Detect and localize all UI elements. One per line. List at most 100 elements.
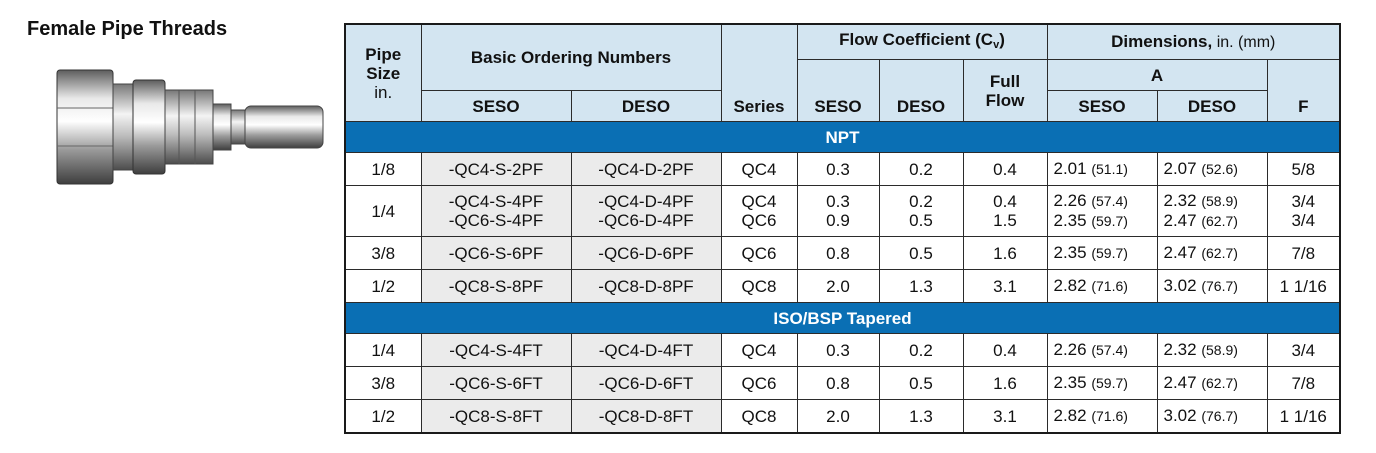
- cell-line: -QC6-D-6FT: [598, 373, 694, 393]
- series-cell: QC8: [720, 399, 798, 434]
- a-deso-cell: 2.47 (62.7): [1156, 366, 1268, 400]
- a-deso-cell: 3.02 (76.7): [1156, 269, 1268, 303]
- a-deso-cell: 2.47 (62.7): [1156, 236, 1268, 270]
- full-flow-cell: 0.4 1.5: [962, 185, 1048, 237]
- cell-line: -QC4-S-4PF: [448, 192, 544, 211]
- pipe-size-header: Pipe Size in.: [344, 23, 422, 122]
- a-seso-cell: 2.35 (59.7): [1046, 236, 1158, 270]
- cell-line: -QC8-S-8FT: [449, 406, 543, 426]
- ordering-seso-cell: -QC8-S-8PF: [420, 269, 572, 303]
- cell-line: QC8: [741, 276, 777, 296]
- cell-line: 0.8: [826, 243, 850, 263]
- inch-value: 2.26: [1053, 340, 1087, 359]
- cell-line: 2.82 (71.6): [1054, 406, 1153, 426]
- product-spec-table: Pipe Size in. Basic Ordering Numbers Ser…: [344, 23, 1342, 434]
- mm-value: (62.7): [1201, 245, 1238, 261]
- pipe-size-cell: 3/8: [344, 236, 422, 270]
- cell-line: 3.1: [993, 406, 1017, 426]
- pipe-size-cell: 1/2: [344, 399, 422, 434]
- cell-line: 0.4: [993, 192, 1017, 211]
- cell-line: 2.07 (52.6): [1164, 159, 1263, 179]
- cell-line: 1.6: [993, 243, 1017, 263]
- a-seso-cell: 2.01 (51.1): [1046, 152, 1158, 186]
- ordering-deso-cell: -QC8-D-8PF: [570, 269, 722, 303]
- cell-line: QC8: [741, 406, 777, 426]
- cell-line: 7/8: [1291, 373, 1316, 393]
- flow-coefficient-header: Flow Coefficient (Cv): [796, 23, 1048, 60]
- cv-deso-cell: 1.3: [878, 269, 964, 303]
- a-deso-cell: 2.32 (58.9) 2.47 (62.7): [1156, 185, 1268, 237]
- cell-line: -QC8-S-8PF: [448, 276, 544, 296]
- a-deso-header: DESO: [1156, 90, 1268, 122]
- pipe-size-cell: 1/8: [344, 152, 422, 186]
- mm-value: (59.7): [1091, 213, 1128, 229]
- ordering-deso-cell: -QC4-D-4PF -QC6-D-4PF: [570, 185, 722, 237]
- a-seso-cell: 2.26 (57.4): [1046, 333, 1158, 367]
- cell-line: QC4: [741, 192, 777, 211]
- inch-value: 2.07: [1163, 159, 1197, 178]
- ordering-seso-cell: -QC8-S-8FT: [420, 399, 572, 434]
- f-cell: 1 1/16: [1266, 269, 1341, 303]
- cell-line: -QC6-S-6FT: [449, 373, 543, 393]
- cell-line: 0.3: [826, 340, 850, 360]
- cell-line: QC4: [741, 159, 777, 179]
- a-seso-cell: 2.35 (59.7): [1046, 366, 1158, 400]
- section-title: ISO/BSP Tapered: [344, 302, 1341, 334]
- inch-value: 2.82: [1053, 276, 1087, 295]
- cell-line: -QC4-D-2PF: [598, 159, 694, 179]
- cell-line: 2.01 (51.1): [1054, 159, 1153, 179]
- cell-line: 0.2: [909, 340, 933, 360]
- cell-line: 0.9: [826, 211, 850, 230]
- cv-deso-cell: 1.3: [878, 399, 964, 434]
- inch-value: 2.35: [1053, 211, 1087, 230]
- cell-line: QC6: [741, 211, 777, 230]
- cv-deso-cell: 0.2: [878, 333, 964, 367]
- ordering-seso-header: SESO: [420, 90, 572, 122]
- flow-seso-header: SESO: [796, 59, 880, 122]
- f-cell: 7/8: [1266, 366, 1341, 400]
- cell-line: QC4: [741, 340, 777, 360]
- a-deso-cell: 2.07 (52.6): [1156, 152, 1268, 186]
- f-cell: 3/4 3/4: [1266, 185, 1341, 237]
- cell-line: 0.3: [826, 192, 850, 211]
- cell-line: 1 1/16: [1279, 406, 1327, 426]
- ordering-seso-cell: -QC4-S-2PF: [420, 152, 572, 186]
- full-flow-cell: 1.6: [962, 366, 1048, 400]
- ordering-seso-cell: -QC4-S-4PF -QC6-S-4PF: [420, 185, 572, 237]
- cell-line: 2.35 (59.7): [1054, 373, 1153, 393]
- dimension-f-header: F: [1266, 59, 1341, 122]
- cell-line: -QC6-S-6PF: [448, 243, 544, 263]
- cell-line: -QC8-D-8FT: [598, 406, 694, 426]
- ordering-seso-cell: -QC6-S-6PF: [420, 236, 572, 270]
- cell-line: 2.26 (57.4): [1054, 191, 1153, 211]
- cv-seso-cell: 0.8: [796, 366, 880, 400]
- a-seso-header: SESO: [1046, 90, 1158, 122]
- cell-line: 2.35 (59.7): [1054, 211, 1153, 231]
- quick-connect-fitting-image: [56, 69, 324, 185]
- mm-value: (76.7): [1201, 408, 1238, 424]
- table-row: 1/2 -QC8-S-8PF -QC8-D-8PF QC8 2.0 1.3 3.1 2.82 …: [344, 269, 1341, 303]
- series-cell: QC4: [720, 152, 798, 186]
- section-header-row: ISO/BSP Tapered: [344, 302, 1341, 334]
- cell-line: 1.3: [909, 406, 933, 426]
- cell-line: 2.82 (71.6): [1054, 276, 1153, 296]
- basic-ordering-header: Basic Ordering Numbers: [420, 23, 722, 91]
- series-cell: QC4: [720, 333, 798, 367]
- cell-line: -QC8-D-8PF: [598, 276, 694, 296]
- table-row: 1/4 -QC4-S-4FT -QC4-D-4FT QC4 0.3 0.2 0.4 2.26 …: [344, 333, 1341, 367]
- cell-line: -QC4-S-2PF: [448, 159, 544, 179]
- section-title: NPT: [344, 121, 1341, 153]
- mm-value: (76.7): [1201, 278, 1238, 294]
- cv-seso-cell: 0.3: [796, 333, 880, 367]
- ordering-deso-cell: -QC4-D-2PF: [570, 152, 722, 186]
- cell-line: QC6: [741, 373, 777, 393]
- full-flow-cell: 0.4: [962, 333, 1048, 367]
- ordering-deso-cell: -QC6-D-6PF: [570, 236, 722, 270]
- inch-value: 2.26: [1053, 191, 1087, 210]
- cell-line: 1.3: [909, 276, 933, 296]
- mm-value: (59.7): [1091, 245, 1128, 261]
- ordering-deso-header: DESO: [570, 90, 722, 122]
- inch-value: 2.35: [1053, 373, 1087, 392]
- cell-line: 1.6: [993, 373, 1017, 393]
- flow-deso-header: DESO: [878, 59, 964, 122]
